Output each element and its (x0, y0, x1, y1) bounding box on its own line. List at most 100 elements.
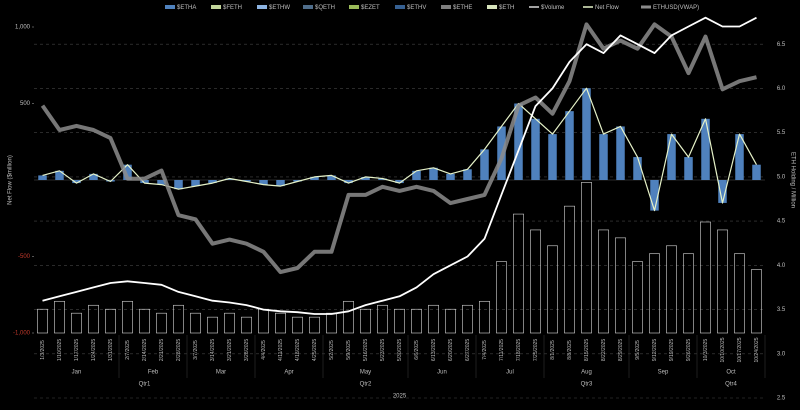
net-flow-bar (208, 180, 217, 184)
net-flow-bar (395, 180, 404, 184)
legend-swatch (303, 5, 313, 9)
net-flow-bar (633, 157, 642, 180)
x-tick-label: 8/29/2025 (618, 339, 624, 361)
net-flow-bar (38, 175, 47, 180)
net-flow-bar (616, 126, 625, 180)
series-line (42, 16, 757, 315)
x-tick-label: 9/12/2025 (652, 339, 658, 361)
y2-tick-label: 3.0 (777, 351, 786, 357)
x-tick-label: 2/28/2025 (176, 339, 182, 361)
x-tick-label: 7/4/2025 (482, 340, 488, 360)
x-tick-label: 7/25/2025 (533, 339, 539, 361)
volume-bar (734, 253, 745, 334)
front-layer (40, 16, 758, 315)
volume-bar (360, 308, 371, 334)
y2-tick-label: 5.0 (777, 174, 786, 180)
y2-tick-label: 3.5 (777, 307, 786, 313)
month-label: Sep (658, 370, 669, 376)
volume-bar (411, 308, 422, 334)
net-flow-bar (701, 118, 710, 180)
x-tick-label: 8/1/2025 (550, 340, 556, 360)
month-label: Jul (506, 370, 514, 376)
y2-tick-label: 4.0 (777, 263, 786, 269)
volume-bar (173, 304, 184, 334)
legend-label: $Volume (541, 5, 565, 11)
volume-bar (479, 300, 490, 334)
x-tick-label: 7/11/2025 (499, 339, 505, 361)
volume-bar (496, 261, 507, 334)
volume-bar (666, 245, 677, 334)
x-tick-label: 6/13/2025 (431, 339, 437, 361)
volume-bar (71, 312, 82, 334)
y-axis-title: Net Flow ($million) (8, 155, 14, 205)
x-tick-label: 5/2/2025 (329, 340, 335, 360)
x-tick-label: 8/15/2025 (584, 339, 590, 361)
net-flow-bar (157, 180, 166, 185)
x-tick-label: 3/7/2025 (193, 340, 199, 360)
x-tick-label: 4/25/2025 (312, 339, 318, 361)
x-tick-label: 1/17/2025 (74, 339, 80, 361)
volume-bar (564, 205, 575, 334)
net-flow-bar (514, 103, 523, 180)
net-flow-bar (752, 164, 761, 180)
month-label: Aug (581, 370, 592, 376)
legend-swatch (395, 5, 405, 9)
x-tick-label: 9/5/2025 (635, 340, 641, 360)
x-tick-label: 3/28/2025 (244, 339, 250, 361)
volume-bar (224, 312, 235, 334)
y-tick-label: 500 (20, 101, 31, 107)
y2-axis-title: ETH Holding / Million (789, 152, 795, 208)
net-flow-bar (599, 134, 608, 180)
net-flow-bar (191, 180, 200, 187)
volume-bar (156, 312, 167, 334)
x-tick-label: 6/6/2025 (414, 340, 420, 360)
volume-bar (581, 182, 592, 334)
quarter-label: Qtr4 (725, 382, 737, 388)
x-tick-label: 10/10/2025 (720, 337, 726, 362)
series-line (42, 87, 758, 212)
net-flow-bar (123, 164, 132, 180)
volume-bar (700, 221, 711, 334)
volume-bar (428, 304, 439, 334)
month-label: Apr (284, 370, 293, 376)
y2-tick-label: 4.5 (777, 219, 786, 225)
net-flow-bar (735, 134, 744, 180)
x-tick-label: 1/24/2025 (91, 339, 97, 361)
net-flow-bar (718, 180, 727, 203)
month-label: Mar (216, 370, 226, 376)
legend-label: $QETH (315, 5, 335, 11)
y-tick-label: -500 (18, 254, 31, 260)
net-flow-bar (140, 180, 149, 184)
y2-tick-label: 2.5 (777, 396, 786, 402)
volume-bar (683, 253, 694, 334)
legend-label: $ETHE (453, 5, 472, 11)
x-tick-label: 10/24/2025 (754, 337, 760, 362)
volume-bar (615, 237, 626, 334)
net-flow-bar (582, 88, 591, 180)
net-flow-bar (650, 180, 659, 211)
legend-swatch (349, 5, 359, 9)
x-tick-label: 4/18/2025 (295, 339, 301, 361)
y-tick-label: 1,000 (15, 25, 31, 31)
series-line (40, 22, 757, 275)
x-tick-label: 5/23/2025 (380, 339, 386, 361)
net-flow-bar (259, 180, 268, 185)
net-flow-bar (242, 180, 251, 182)
net-flow-bar (667, 134, 676, 180)
quarter-label: Qtr3 (581, 382, 593, 388)
legend-swatch (165, 5, 175, 9)
volume-bar (394, 308, 405, 334)
legend-label: $FETH (223, 5, 242, 11)
x-tick-label: 4/11/2025 (278, 339, 284, 361)
net-flow-bar (463, 169, 472, 180)
net-flow-bar (327, 175, 336, 180)
volume-bar (275, 312, 286, 334)
net-flow-bar (361, 176, 370, 180)
net-flow-bar (480, 149, 489, 180)
volume-bar (258, 308, 269, 334)
net-flow-bar (446, 173, 455, 180)
x-tick-label: 10/3/2025 (703, 339, 709, 361)
volume-bar (462, 304, 473, 334)
x-tick-label: 10/17/2025 (737, 337, 743, 362)
volume-bar (377, 304, 388, 334)
